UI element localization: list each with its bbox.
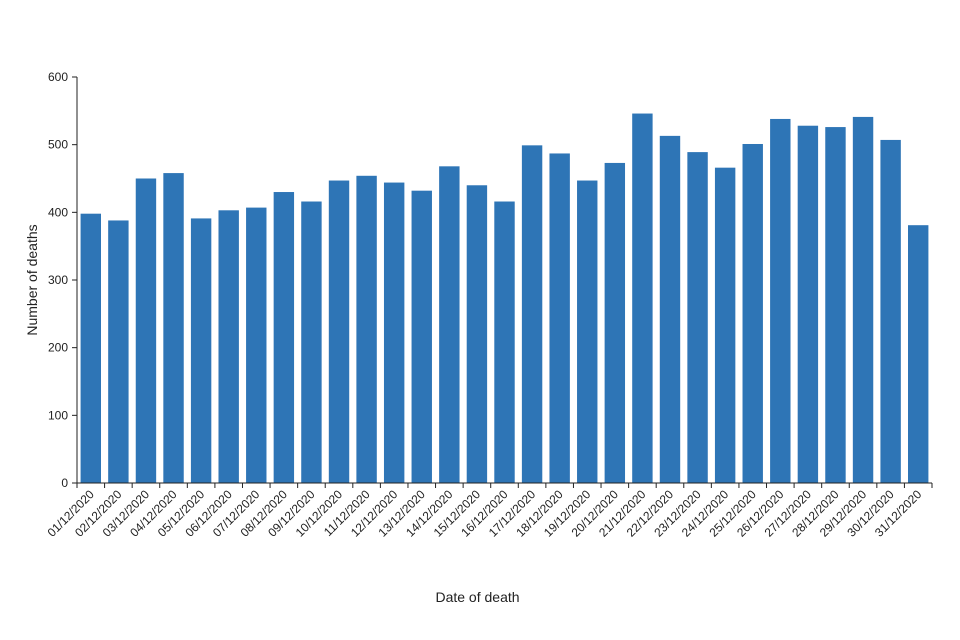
bar-23/12/2020 [687,152,708,484]
bar-18/12/2020 [549,153,570,483]
bar-14/12/2020 [439,166,460,483]
bar-15/12/2020 [466,185,488,483]
bar-10/12/2020 [328,180,350,483]
y-tick-label: 400 [48,205,68,219]
bar-24/12/2020 [714,167,736,484]
bar-28/12/2020 [825,127,846,483]
bar-08/12/2020 [273,192,295,483]
bar-29/12/2020 [852,116,874,484]
bar-02/12/2020 [108,220,129,483]
y-tick-label: 0 [61,476,68,490]
bar-13/12/2020 [411,190,432,483]
bar-07/12/2020 [246,207,267,483]
bar-22/12/2020 [659,135,681,483]
x-ticks-group: 01/12/202002/12/202003/12/202004/12/2020… [45,483,933,540]
bar-19/12/2020 [577,180,598,483]
y-tick-label: 200 [48,341,68,355]
bar-17/12/2020 [521,145,543,483]
bar-31/12/2020 [908,225,929,483]
y-ticks-group: 0 100 200 300 400 500 600 [48,70,77,490]
bar-05/12/2020 [190,218,212,484]
bars-group [80,113,929,484]
y-tick-label: 300 [48,273,68,287]
bar-25/12/2020 [742,143,763,484]
y-tick-label: 500 [48,138,68,152]
bar-26/12/2020 [770,118,791,483]
bar-21/12/2020 [632,113,653,483]
bar-20/12/2020 [604,162,626,483]
y-tick-label: 100 [48,408,68,422]
bar-27/12/2020 [797,125,819,483]
bar-12/12/2020 [383,182,405,483]
y-axis-title: Number of deaths [24,224,40,335]
bar-04/12/2020 [163,173,184,483]
bar-03/12/2020 [135,178,157,483]
x-axis-title: Date of death [435,589,519,605]
bar-01/12/2020 [80,213,101,483]
bar-30/12/2020 [880,139,901,483]
bar-16/12/2020 [494,201,515,483]
y-tick-label: 600 [48,70,68,84]
bar-06/12/2020 [218,210,239,484]
bar-11/12/2020 [356,175,377,484]
bar-09/12/2020 [301,201,322,483]
